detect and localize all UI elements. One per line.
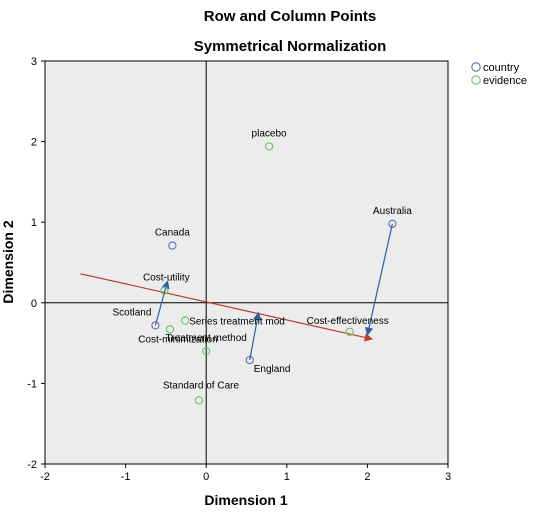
evidence-point (345, 327, 354, 336)
x-tick-label: 1 (284, 471, 290, 483)
x-tick-label: 2 (364, 471, 370, 483)
point-label: Canada (155, 228, 190, 239)
point-label: Standard of Care (163, 380, 240, 391)
evidence-point (264, 142, 274, 151)
evidence-point (202, 347, 211, 356)
evidence-point (160, 286, 169, 295)
country-arrow (154, 280, 170, 326)
legend-marker-evidence (471, 75, 481, 85)
chart-subtitle: Symmetrical Normalization (194, 38, 387, 55)
country-point (245, 355, 254, 365)
evidence-point (181, 316, 190, 325)
country-point (388, 219, 397, 228)
y-tick-label: -1 (27, 378, 37, 390)
legend-label: country (483, 62, 520, 74)
x-tick-label: 3 (445, 471, 451, 483)
point-label: Cost-minimization (138, 334, 217, 345)
x-tick-label: -1 (121, 471, 131, 483)
y-axis-title: Dimension 2 (0, 220, 16, 303)
point-label: Cost-effectiveness (307, 316, 389, 327)
legend-marker-country (471, 62, 481, 72)
y-tick-label: 3 (31, 56, 37, 68)
y-tick-label: 1 (31, 217, 37, 229)
point-label: Australia (373, 206, 412, 217)
point-label: Scotland (113, 307, 152, 318)
y-tick-label: 2 (31, 137, 37, 149)
x-tick-label: -2 (40, 471, 50, 483)
evidence-point (165, 325, 175, 334)
point-label: England (254, 364, 291, 375)
country-arrow (364, 223, 393, 336)
country-point (151, 321, 160, 330)
chart-title: Row and Column Points (204, 8, 377, 25)
plot-area (44, 60, 449, 465)
country-point (168, 241, 177, 250)
point-label: Cost-utility (143, 273, 190, 284)
point-label: Treatment method (166, 333, 247, 344)
country-arrow (249, 311, 262, 361)
evidence-point (194, 396, 204, 405)
x-axis-title: Dimension 1 (204, 492, 287, 508)
point-label: placebo (252, 128, 287, 139)
legend-label: evidence (483, 75, 527, 87)
x-tick-label: 0 (203, 471, 209, 483)
point-label: Series treatment mod (189, 317, 285, 328)
y-tick-label: -2 (27, 459, 37, 471)
y-tick-label: 0 (31, 298, 37, 310)
trend-arrow (80, 273, 374, 342)
